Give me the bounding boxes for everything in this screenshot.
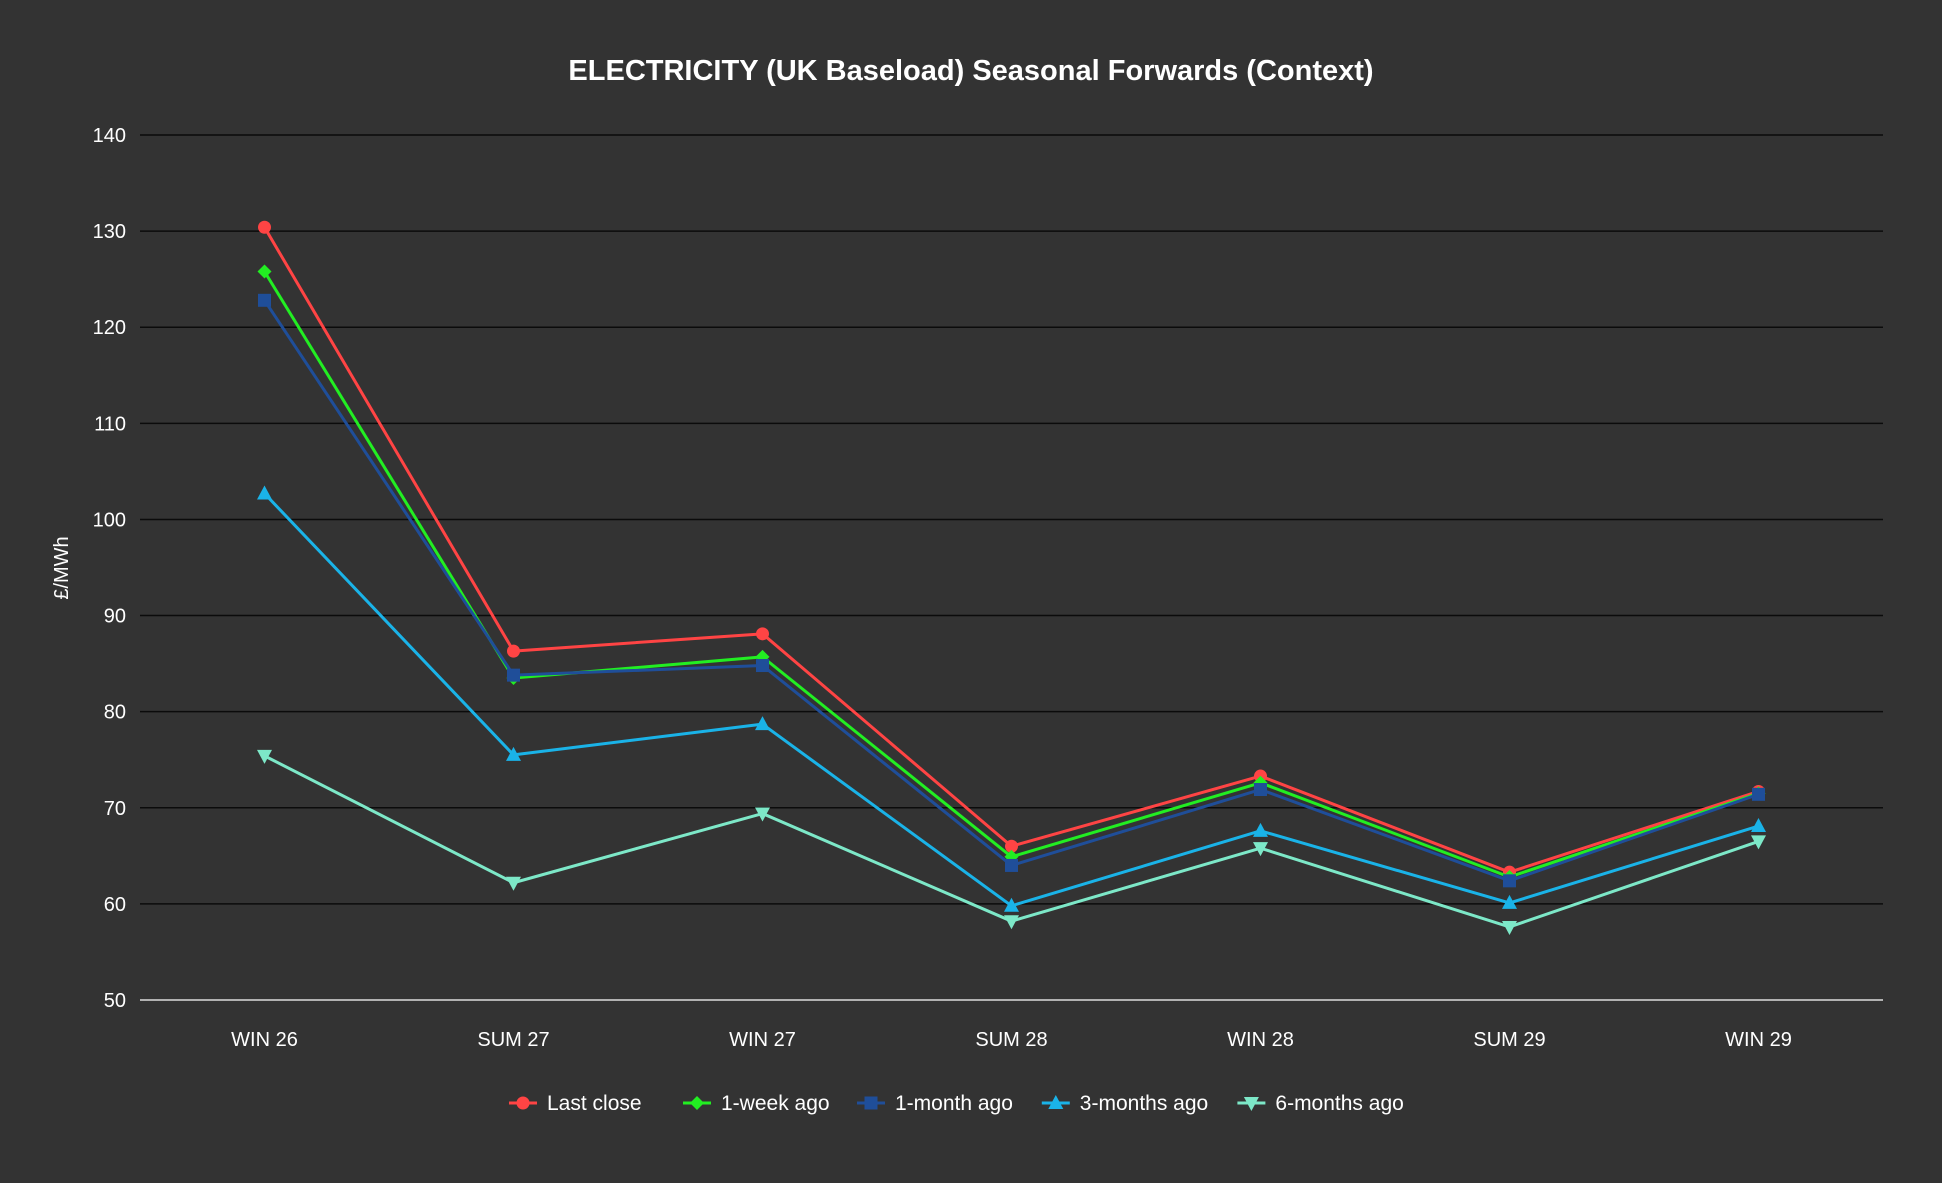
legend-label: Last close [547,1092,642,1115]
series-line [263,299,1759,883]
x-tick-label: SUM 29 [1473,1029,1545,1051]
data-point [257,749,272,764]
data-point [1254,783,1267,797]
series-last-close [258,220,1765,879]
series-1-month-ago [258,293,1765,888]
data-point [1005,839,1018,853]
series-3-months-ago [257,485,1766,912]
data-point [258,220,271,234]
legend-label: 3-months ago [1080,1092,1208,1115]
y-tick-labels: 50 60 70 80 90 100 110 120 130 140 [93,125,126,1012]
legend-marker [1048,1095,1064,1109]
y-tick-label: 140 [93,125,126,147]
data-point [257,264,272,279]
data-point [258,293,271,307]
legend-marker [516,1096,530,1110]
y-axis-label: £/MWh [51,536,73,599]
data-point [1751,835,1766,850]
data-point [756,627,769,641]
data-point [1503,874,1516,888]
legend-item[interactable]: 1-month ago [857,1092,1013,1115]
x-tick-label: WIN 26 [231,1029,298,1051]
data-point [755,807,770,822]
series-6-months-ago [257,749,1766,935]
x-tick-label: SUM 27 [477,1029,549,1051]
x-tick-label: WIN 28 [1227,1029,1294,1051]
data-point [506,746,521,761]
y-tick-label: 90 [104,606,126,628]
y-tick-label: 100 [93,509,126,531]
legend-item[interactable]: 3-months ago [1041,1092,1208,1115]
data-point [1502,894,1517,909]
series-1-week-ago [257,264,1766,884]
y-tick-label: 60 [104,894,126,916]
legend-item[interactable]: Last close [509,1092,642,1115]
data-point [1005,858,1018,872]
data-point [507,668,520,682]
data-point [1004,897,1019,912]
series-line [263,270,1759,879]
y-tick-label: 80 [104,702,126,724]
x-tick-labels: WIN 26 SUM 27 WIN 27 SUM 28 WIN 28 SUM 29 WIN … [231,1029,1792,1051]
legend-marker [864,1096,878,1110]
series-group [257,220,1766,935]
y-tick-label: 70 [104,798,126,820]
data-point [755,716,770,731]
y-tick-label: 50 [104,990,126,1012]
y-tick-label: 110 [94,413,126,435]
legend-item[interactable]: 1-week ago [683,1092,830,1115]
data-point [507,644,520,658]
x-tick-label: SUM 28 [975,1029,1047,1051]
chart-title: ELECTRICITY (UK Baseload) Seasonal Forwa… [568,55,1373,87]
legend-marker [1243,1097,1259,1111]
data-point [1751,818,1766,833]
data-point [257,485,272,500]
x-tick-label: WIN 27 [729,1029,796,1051]
y-tick-label: 120 [93,317,126,339]
legend-label: 6-months ago [1275,1092,1403,1115]
series-line [263,226,1759,874]
legend-label: 1-week ago [721,1092,830,1115]
legend-marker [690,1096,704,1110]
legend[interactable]: Last close 1-week ago 1-month ago 3-months … [509,1092,1404,1115]
gridlines [140,134,1883,1001]
legend-label: 1-month ago [895,1092,1013,1115]
data-point [1253,842,1268,857]
x-tick-label: WIN 29 [1725,1029,1792,1051]
data-point [1752,787,1765,801]
y-tick-label: 130 [93,221,126,243]
data-point [506,876,521,891]
data-point [756,659,769,673]
data-point [1253,822,1268,837]
legend-item[interactable]: 6-months ago [1237,1092,1404,1115]
data-point [1502,920,1517,935]
data-point [1004,915,1019,930]
